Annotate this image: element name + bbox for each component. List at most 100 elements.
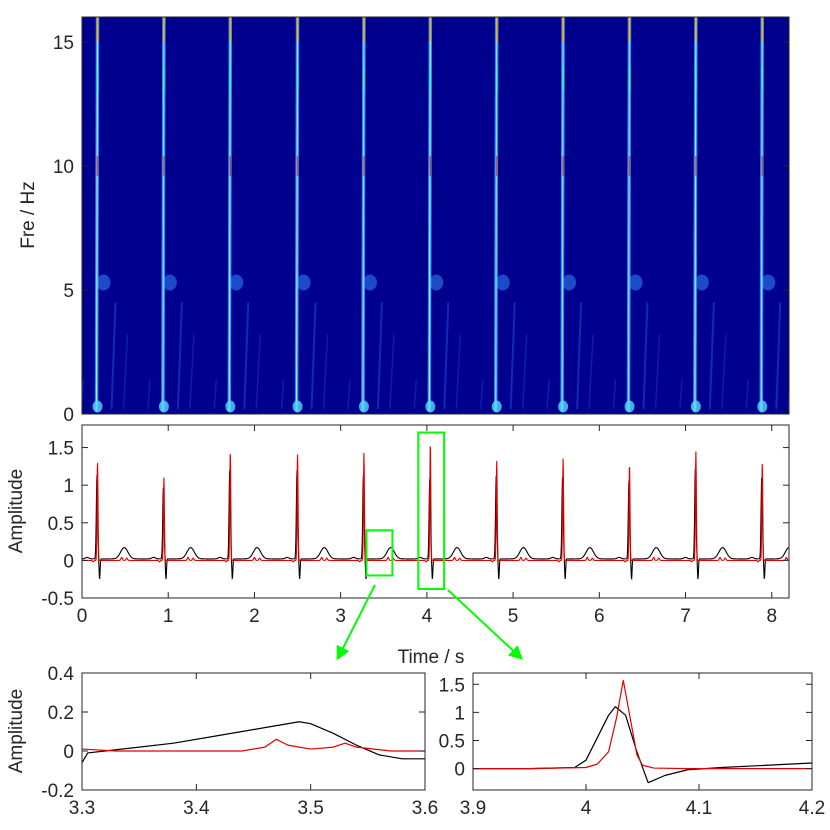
- spectrogram-tail: [443, 302, 450, 410]
- zoom-right-y-tick-label: 0: [454, 760, 465, 781]
- zoom-left-y-label: Amplitude: [6, 689, 27, 774]
- spectrogram-blob: [495, 274, 510, 291]
- waveform-zoom-boxes: [365, 431, 446, 590]
- spectrogram-y-tick-label: 0: [63, 405, 74, 426]
- spectrogram-base-glow: [558, 400, 569, 413]
- spectrogram-y-tick-label: 10: [53, 157, 74, 178]
- spectrogram-blob: [761, 274, 776, 291]
- spectrogram-tail: [775, 302, 782, 410]
- spectrogram-base-glow: [425, 400, 436, 413]
- waveform-y-tick-label: 1: [63, 476, 74, 497]
- spectrogram-blob: [362, 274, 377, 291]
- spectrogram-base-glow: [92, 400, 103, 413]
- spectrogram-tail: [243, 302, 250, 410]
- zoom-left-frame: [81, 672, 426, 791]
- spectrogram-tail: [546, 379, 550, 410]
- spectrogram-base-glow: [292, 400, 303, 413]
- spectrogram-tail: [255, 334, 262, 410]
- spectrogram-y-tick-label: 5: [63, 281, 74, 302]
- spectrogram-ridges: [82, 17, 789, 413]
- spectrogram-tail: [455, 334, 462, 410]
- spectrogram-blob: [96, 274, 111, 291]
- zoom-left-ticks: 3.3 3.4 3.5 3.6 -0.2 0 0.2 0.4: [41, 664, 438, 819]
- zoom-left-y-tick-label: 0.4: [48, 664, 75, 685]
- zoom-right-x-tick-label: 4.2: [799, 798, 825, 819]
- spectrogram-tail: [82, 379, 85, 410]
- spectrogram-tail: [721, 334, 727, 410]
- zoom-right-y-tick-label: 1.5: [439, 675, 465, 696]
- spectrogram-tail: [322, 334, 329, 410]
- spectrogram-blob: [296, 274, 311, 291]
- spectrogram-base-glow: [491, 400, 502, 413]
- waveform-x-tick-label: 5: [508, 606, 519, 627]
- spectrogram-tail: [110, 302, 117, 410]
- spectrogram-tail: [189, 334, 195, 410]
- spectrogram-tail: [347, 379, 351, 410]
- zoom-right-panel: 3.9 4 4.1 4.2 0 0.5 1 1.5: [439, 672, 825, 819]
- spectrogram-tail: [213, 379, 218, 410]
- spectrogram-tail: [654, 334, 661, 410]
- spectrogram-y-tick-label: 15: [53, 33, 74, 54]
- waveform-series-black: [82, 468, 789, 581]
- waveform-y-tick-label: 0.5: [48, 514, 74, 535]
- spectrogram-base-glow: [624, 400, 635, 413]
- spectrogram-tail: [576, 302, 583, 410]
- spectrogram-base-glow: [757, 400, 768, 413]
- spectrogram-tail: [642, 302, 649, 410]
- spectrogram-tail: [479, 379, 484, 410]
- spectrogram-blob: [562, 274, 577, 291]
- zoom-box-right: [417, 431, 446, 590]
- waveform-x-tick-label: 8: [766, 606, 777, 627]
- waveform-x-tick-label: 6: [594, 606, 605, 627]
- waveform-x-tick-label: 4: [422, 606, 433, 627]
- zoom-right-frame: [472, 672, 813, 791]
- waveform-x-tick-label: 3: [335, 606, 346, 627]
- zoom-right-series: [473, 679, 812, 784]
- zoom-left-panel: 3.3 3.4 3.5 3.6 -0.2 0 0.2 0.4 Amplitude: [6, 664, 438, 819]
- waveform-x-tick-label: 7: [680, 606, 691, 627]
- spectrogram-tail: [588, 334, 594, 410]
- spectrogram-tail: [708, 302, 715, 410]
- waveform-panel: 0 1 2 3 4 5 6 7 8-0.500.511.5 Amplitude Time / s: [6, 424, 790, 668]
- zoom-left-x-tick-label: 3.3: [69, 798, 95, 819]
- spectrogram-blob: [162, 274, 177, 291]
- zoom-left-series-red: [82, 738, 425, 752]
- spectrogram-tail: [509, 302, 516, 410]
- spectrogram-tail: [376, 302, 383, 410]
- waveform-x-label: Time / s: [398, 647, 465, 668]
- spectrogram-y-ticks: 0 5 10 15: [53, 33, 789, 426]
- waveform-x-tick-label: 0: [77, 606, 88, 627]
- waveform-series: [82, 446, 789, 581]
- waveform-frame: [81, 424, 790, 599]
- spectrogram-tail: [679, 379, 683, 410]
- spectrogram-tail: [310, 302, 317, 410]
- waveform-x-tick-label: 2: [249, 606, 260, 627]
- spectrogram-tail: [521, 334, 528, 410]
- zoom-arrows: [336, 584, 524, 661]
- spectrogram-blob: [628, 274, 643, 291]
- zoom-left-y-tick-label: 0: [63, 742, 74, 763]
- spectrogram-frame: [81, 16, 790, 415]
- zoom-left-series-black: [82, 721, 425, 764]
- spectrogram-tail: [413, 379, 418, 410]
- waveform-y-tick-label: 1.5: [48, 439, 74, 460]
- zoom-left-y-tick-label: -0.2: [41, 781, 74, 802]
- spectrogram-tail: [745, 379, 750, 410]
- waveform-y-tick-label: 0: [63, 551, 74, 572]
- zoom-right-y-tick-label: 1: [454, 703, 465, 724]
- spectrogram-base-glow: [690, 400, 701, 413]
- zoom-right-plot-area: [473, 673, 812, 790]
- waveform-plot-area: [82, 425, 789, 598]
- spectrogram-blob: [229, 274, 244, 291]
- spectrogram-blob: [694, 274, 709, 291]
- zoom-left-y-tick-label: 0.2: [48, 703, 74, 724]
- zoom-right-y-tick-label: 0.5: [439, 732, 465, 753]
- waveform-y-label: Amplitude: [6, 469, 27, 554]
- spectrogram-y-label: Fre / Hz: [18, 181, 39, 249]
- spectrogram-tail: [612, 379, 617, 410]
- zoom-box-left: [365, 529, 394, 577]
- zoom-right-x-tick-label: 4: [581, 798, 592, 819]
- zoom-right-x-tick-label: 3.9: [460, 798, 486, 819]
- spectrogram-background: [82, 17, 789, 414]
